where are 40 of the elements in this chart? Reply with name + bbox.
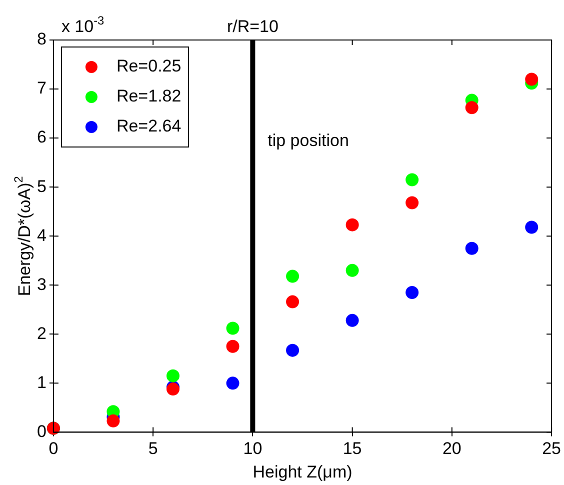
point: [346, 218, 359, 232]
point: [465, 101, 478, 114]
annotation: tip position: [268, 130, 349, 150]
y-tick-label: 0: [36, 422, 46, 441]
point: [226, 376, 240, 390]
y-tick-label: 6: [36, 128, 46, 147]
point: [166, 369, 180, 382]
point: [106, 414, 120, 428]
point: [525, 220, 538, 234]
x-tick-label: 25: [542, 439, 562, 458]
legend-label: Re=0.25: [116, 56, 182, 76]
x-tick-label: 20: [442, 439, 462, 458]
point: [286, 344, 300, 357]
y-tick-label: 5: [36, 176, 46, 196]
point: [346, 314, 359, 327]
point: [286, 295, 300, 308]
point: [346, 264, 359, 277]
point: [406, 196, 419, 210]
y-tick-label: 1: [36, 372, 46, 392]
point: [406, 286, 419, 299]
legend-label: Re=2.64: [116, 116, 182, 136]
y-tick-label: 7: [36, 78, 46, 98]
x-tick-label: 15: [342, 439, 362, 458]
point: [226, 322, 240, 335]
point: [406, 173, 419, 186]
point: [226, 340, 240, 353]
x-axis-title: Height Z(μm): [252, 462, 352, 482]
legend-label: Re=1.82: [116, 86, 182, 106]
point: [525, 72, 538, 86]
x-tick-label: 0: [48, 439, 58, 458]
x-tick-label: 5: [148, 439, 158, 458]
y-tick-label: 2: [36, 324, 46, 343]
point: [286, 270, 300, 283]
y-axis-title: Energy/D*(ωA)2: [11, 176, 34, 296]
x-tick-label: 10: [243, 439, 262, 458]
y-tick-label: 3: [36, 274, 46, 294]
y-tick-label: 8: [36, 30, 46, 49]
y-tick-label: 4: [36, 226, 46, 245]
ref-line-label: r/R=10: [226, 17, 278, 36]
point: [465, 242, 478, 255]
